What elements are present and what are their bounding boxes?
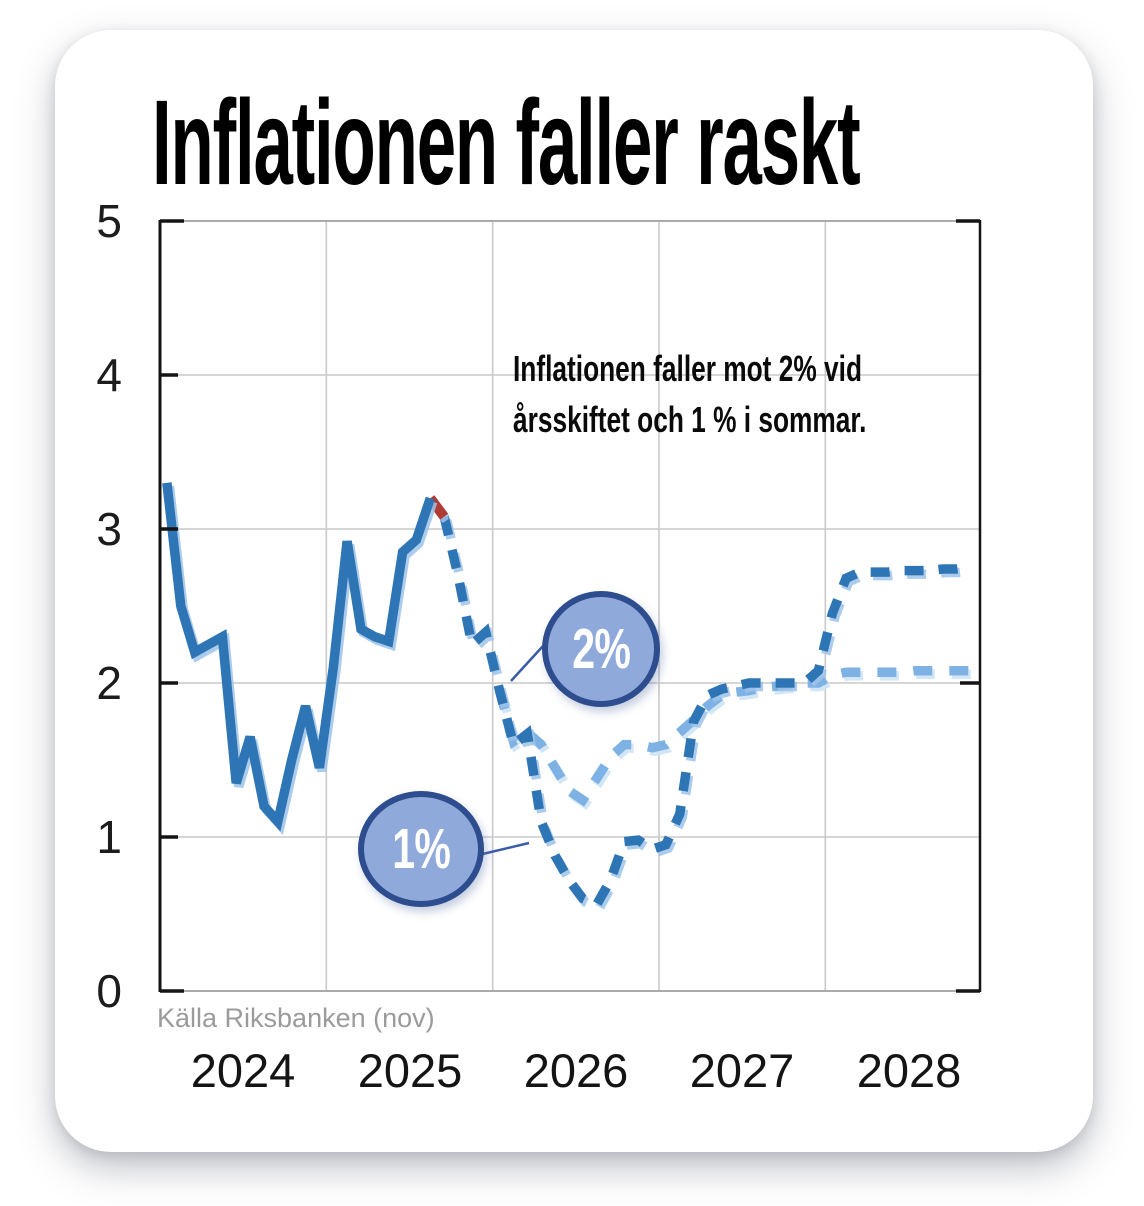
- page-title: Inflationen faller raskt: [152, 82, 1144, 203]
- y-tick-label-1: 1: [96, 811, 122, 863]
- y-tick-label-3: 3: [96, 503, 122, 555]
- x-tick-label-2026: 2026: [523, 1044, 629, 1097]
- x-tick-label-2028: 2028: [856, 1044, 962, 1097]
- page-title-text: Inflationen faller raskt: [152, 74, 861, 210]
- y-tick-label-0: 0: [96, 965, 122, 1017]
- callout-2-percent: 2%: [542, 591, 660, 707]
- source-credit: Källa Riksbanken (nov): [157, 1003, 435, 1033]
- chart-annotation: Inflationen faller mot 2% vid årsskiftet…: [513, 343, 997, 445]
- x-tick-label-2025: 2025: [357, 1044, 463, 1097]
- annotation-line-1: Inflationen faller mot 2% vid: [513, 348, 862, 389]
- y-tick-label-5: 5: [96, 195, 122, 247]
- callout-2-percent-label: 2%: [572, 617, 631, 681]
- callout-1-percent: 1%: [358, 791, 484, 907]
- y-tick-label-2: 2: [96, 657, 122, 709]
- y-tick-label-4: 4: [96, 349, 122, 401]
- chart-card: [55, 30, 1093, 1152]
- annotation-line-2: årsskiftet och 1 % i sommar.: [513, 399, 867, 440]
- callout-1-percent-label: 1%: [392, 817, 451, 881]
- x-tick-label-2024: 2024: [190, 1044, 296, 1097]
- x-tick-label-2027: 2027: [689, 1044, 795, 1097]
